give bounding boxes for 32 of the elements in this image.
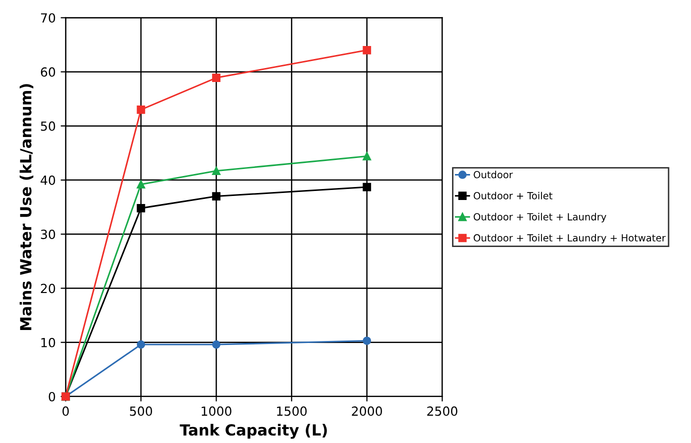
- legend-label: Outdoor + Toilet: [474, 192, 552, 200]
- point: [212, 340, 220, 349]
- point: [362, 182, 372, 192]
- y-tick-label: 60: [40, 67, 56, 77]
- y-tick-label: 70: [41, 13, 56, 23]
- x-tick-label: 1000: [202, 406, 232, 416]
- y-tick-label: 20: [40, 284, 56, 294]
- y-tick-label: 10: [41, 338, 56, 348]
- x-tick-label: 500: [130, 406, 152, 416]
- x-tick-label: 0: [62, 406, 69, 416]
- legend-label: Outdoor + Toilet + Laundry: [474, 212, 606, 222]
- legend-label: Outdoor: [474, 170, 513, 178]
- point: [212, 166, 220, 176]
- point: [136, 106, 146, 114]
- point: [136, 180, 146, 189]
- y-tick-label: 40: [40, 176, 56, 185]
- point: [136, 340, 146, 349]
- point: [212, 192, 220, 200]
- point: [362, 46, 372, 54]
- legend-label: Outdoor + Toilet + Laundry + Hotwater: [474, 234, 666, 244]
- y-axis-title: Mains Water Use (kL/annum): [20, 84, 34, 330]
- x-tick-label: 2500: [427, 406, 458, 416]
- y-tick-label: 50: [40, 121, 56, 131]
- y-tick-label: 0: [48, 392, 56, 402]
- x-axis-title: Tank Capacity (L): [180, 424, 327, 439]
- point: [136, 204, 146, 212]
- x-tick-label: 2000: [352, 406, 382, 416]
- point: [362, 152, 372, 160]
- x-tick-label: 1500: [277, 406, 307, 416]
- point: [362, 336, 372, 345]
- point: [212, 74, 220, 82]
- y-tick-label: 30: [40, 230, 56, 240]
